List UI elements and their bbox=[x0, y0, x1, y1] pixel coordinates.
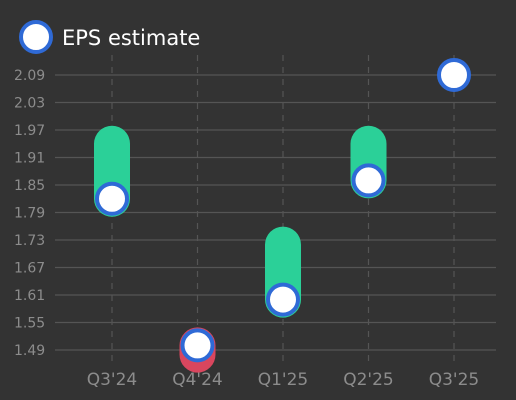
estimate-point bbox=[351, 163, 386, 198]
y-tick-label: 1.91 bbox=[14, 151, 45, 167]
x-tick-label: Q1'25 bbox=[258, 370, 309, 390]
x-tick-label: Q3'24 bbox=[87, 370, 138, 390]
estimate-point bbox=[266, 282, 300, 317]
estimate-point bbox=[437, 58, 471, 92]
x-tick-label: Q4'24 bbox=[172, 370, 223, 390]
y-tick-label: 1.97 bbox=[14, 123, 45, 139]
y-tick-label: 1.67 bbox=[14, 261, 45, 277]
legend-marker bbox=[19, 20, 53, 54]
y-tick-label: 1.55 bbox=[14, 316, 45, 332]
y-tick-label: 1.49 bbox=[14, 343, 45, 359]
y-tick-label: 2.03 bbox=[14, 96, 45, 112]
x-tick-label: Q2'25 bbox=[343, 370, 394, 390]
y-tick-label: 1.61 bbox=[14, 288, 45, 304]
estimate-point bbox=[180, 328, 215, 363]
legend: EPS estimate bbox=[19, 20, 200, 54]
legend-label: EPS estimate bbox=[62, 26, 200, 50]
y-tick-label: 2.09 bbox=[14, 68, 45, 84]
estimate-point bbox=[95, 181, 129, 216]
y-tick-label: 1.73 bbox=[14, 233, 45, 249]
y-tick-label: 1.85 bbox=[14, 178, 45, 194]
x-tick-label: Q3'25 bbox=[429, 370, 480, 390]
y-tick-label: 1.79 bbox=[14, 206, 45, 222]
